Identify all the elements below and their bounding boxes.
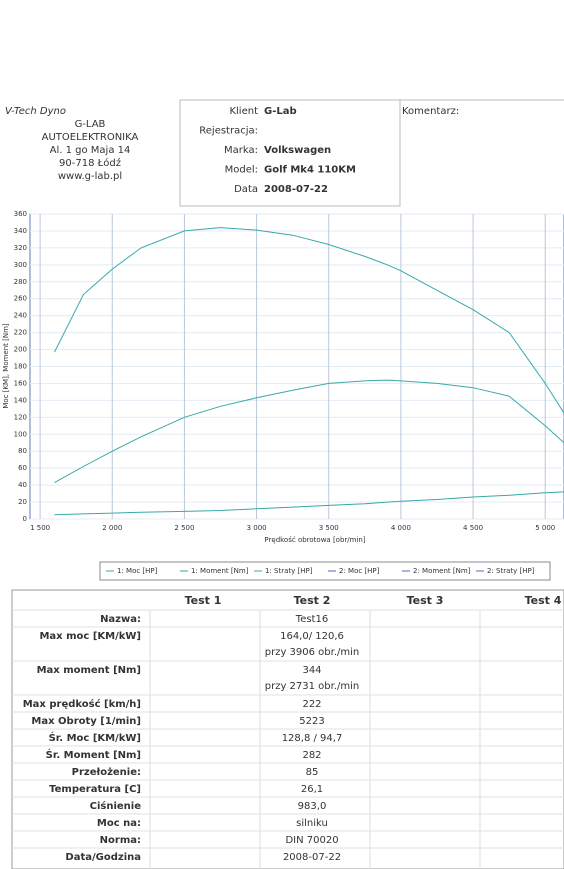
software: V-Tech Dyno xyxy=(5,106,66,117)
cell: 5223 xyxy=(299,716,324,727)
legend-label: 1: Straty [HP] xyxy=(265,567,313,575)
row-label: Max moment [Nm] xyxy=(37,665,141,676)
y-tick-label: 300 xyxy=(14,261,27,269)
client-value: Volkswagen xyxy=(264,145,331,156)
y-tick-label: 260 xyxy=(14,295,27,303)
company-line: 90-718 Łódź xyxy=(59,157,121,169)
legend-box xyxy=(99,561,551,581)
row-label: Śr. Moment [Nm] xyxy=(46,748,141,761)
cell: przy 2731 obr./min xyxy=(265,681,360,692)
company-line: www.g-lab.pl xyxy=(58,171,122,182)
client-value: 2008-07-22 xyxy=(264,184,328,195)
cell: DIN 70020 xyxy=(285,835,338,846)
client-label: Klient xyxy=(229,106,258,117)
client-box xyxy=(179,99,401,207)
cell: przy 3906 obr./min xyxy=(265,647,360,658)
y-tick-label: 80 xyxy=(18,447,27,455)
row-label: Max moc [KM/kW] xyxy=(39,631,141,642)
comment-label: Komentarz: xyxy=(402,106,459,117)
column-header: Test 4 xyxy=(525,594,562,607)
cell: silniku xyxy=(296,818,328,829)
y-axis-label: Moc [KM], Moment [Nm] xyxy=(2,323,10,409)
y-tick-label: 220 xyxy=(14,329,27,337)
client-label: Rejestracja: xyxy=(199,126,258,137)
row-label: Przełożenie: xyxy=(72,767,141,778)
client-value: Golf Mk4 110KM xyxy=(264,165,356,176)
legend-label: 2: Moment [Nm] xyxy=(413,567,471,575)
row-label: Moc na: xyxy=(97,818,141,829)
row-label: Śr. Moc [KM/kW] xyxy=(49,731,141,744)
client-label: Marka: xyxy=(224,145,258,156)
x-tick-label: 3 000 xyxy=(247,524,267,532)
cell: 282 xyxy=(302,750,321,761)
cell: 344 xyxy=(302,665,321,676)
company-line: AUTOELEKTRONIKA xyxy=(42,132,139,143)
y-tick-label: 140 xyxy=(14,396,27,404)
column-header: Test 2 xyxy=(294,594,331,607)
cell: 85 xyxy=(306,767,319,778)
client-value: G-Lab xyxy=(264,106,297,117)
x-tick-label: 4 000 xyxy=(391,524,411,532)
series-line xyxy=(54,227,564,414)
row-label: Data/Godzina xyxy=(65,852,141,863)
y-tick-label: 40 xyxy=(18,481,27,489)
x-axis-label: Prędkość obrotowa [obr/min] xyxy=(264,536,365,544)
cell: 983,0 xyxy=(298,801,327,812)
y-tick-label: 320 xyxy=(14,244,27,252)
legend-label: 1: Moment [Nm] xyxy=(191,567,249,575)
cell: 26,1 xyxy=(301,784,323,795)
x-tick-label: 4 500 xyxy=(463,524,483,532)
row-label: Max Obroty [1/min] xyxy=(31,716,141,727)
legend-label: 2: Moc [HP] xyxy=(339,567,380,575)
y-tick-label: 240 xyxy=(14,312,27,320)
x-tick-label: 5 000 xyxy=(535,524,555,532)
row-label: Ciśnienie xyxy=(90,800,142,812)
column-header: Test 1 xyxy=(185,594,222,607)
x-tick-label: 1 500 xyxy=(30,524,50,532)
legend-label: 1: Moc [HP] xyxy=(117,567,158,575)
x-tick-label: 2 000 xyxy=(102,524,122,532)
column-header: Test 3 xyxy=(407,594,444,607)
legend-label: 2: Straty [HP] xyxy=(487,567,535,575)
client-label: Data xyxy=(234,184,258,195)
y-tick-label: 60 xyxy=(18,464,27,472)
x-tick-label: 2 500 xyxy=(174,524,194,532)
y-tick-label: 340 xyxy=(14,227,27,235)
cell: 128,8 / 94,7 xyxy=(282,733,343,744)
y-tick-label: 100 xyxy=(14,430,27,438)
y-tick-label: 360 xyxy=(14,210,27,218)
series-line xyxy=(54,491,564,516)
row-label: Max prędkość [km/h] xyxy=(23,698,141,710)
y-tick-label: 160 xyxy=(14,379,27,387)
row-label: Norma: xyxy=(100,835,141,846)
y-tick-label: 280 xyxy=(14,278,27,286)
cell: Test16 xyxy=(295,614,328,625)
client-label: Model: xyxy=(225,165,258,176)
y-tick-label: 20 xyxy=(18,498,27,506)
y-tick-label: 200 xyxy=(14,346,27,354)
cell: 164,0/ 120,6 xyxy=(280,631,344,642)
cell: 2008-07-22 xyxy=(283,852,341,863)
row-label: Temperatura [C] xyxy=(49,784,141,795)
company-line: G-LAB xyxy=(75,119,106,130)
company-line: Al. 1 go Maja 14 xyxy=(50,145,131,156)
series-line xyxy=(54,379,564,484)
row-label: Nazwa: xyxy=(100,614,141,625)
y-tick-label: 0 xyxy=(23,515,27,523)
x-tick-label: 3 500 xyxy=(319,524,339,532)
y-tick-label: 180 xyxy=(14,363,27,371)
y-tick-label: 120 xyxy=(14,413,27,421)
cell: 222 xyxy=(302,699,321,710)
